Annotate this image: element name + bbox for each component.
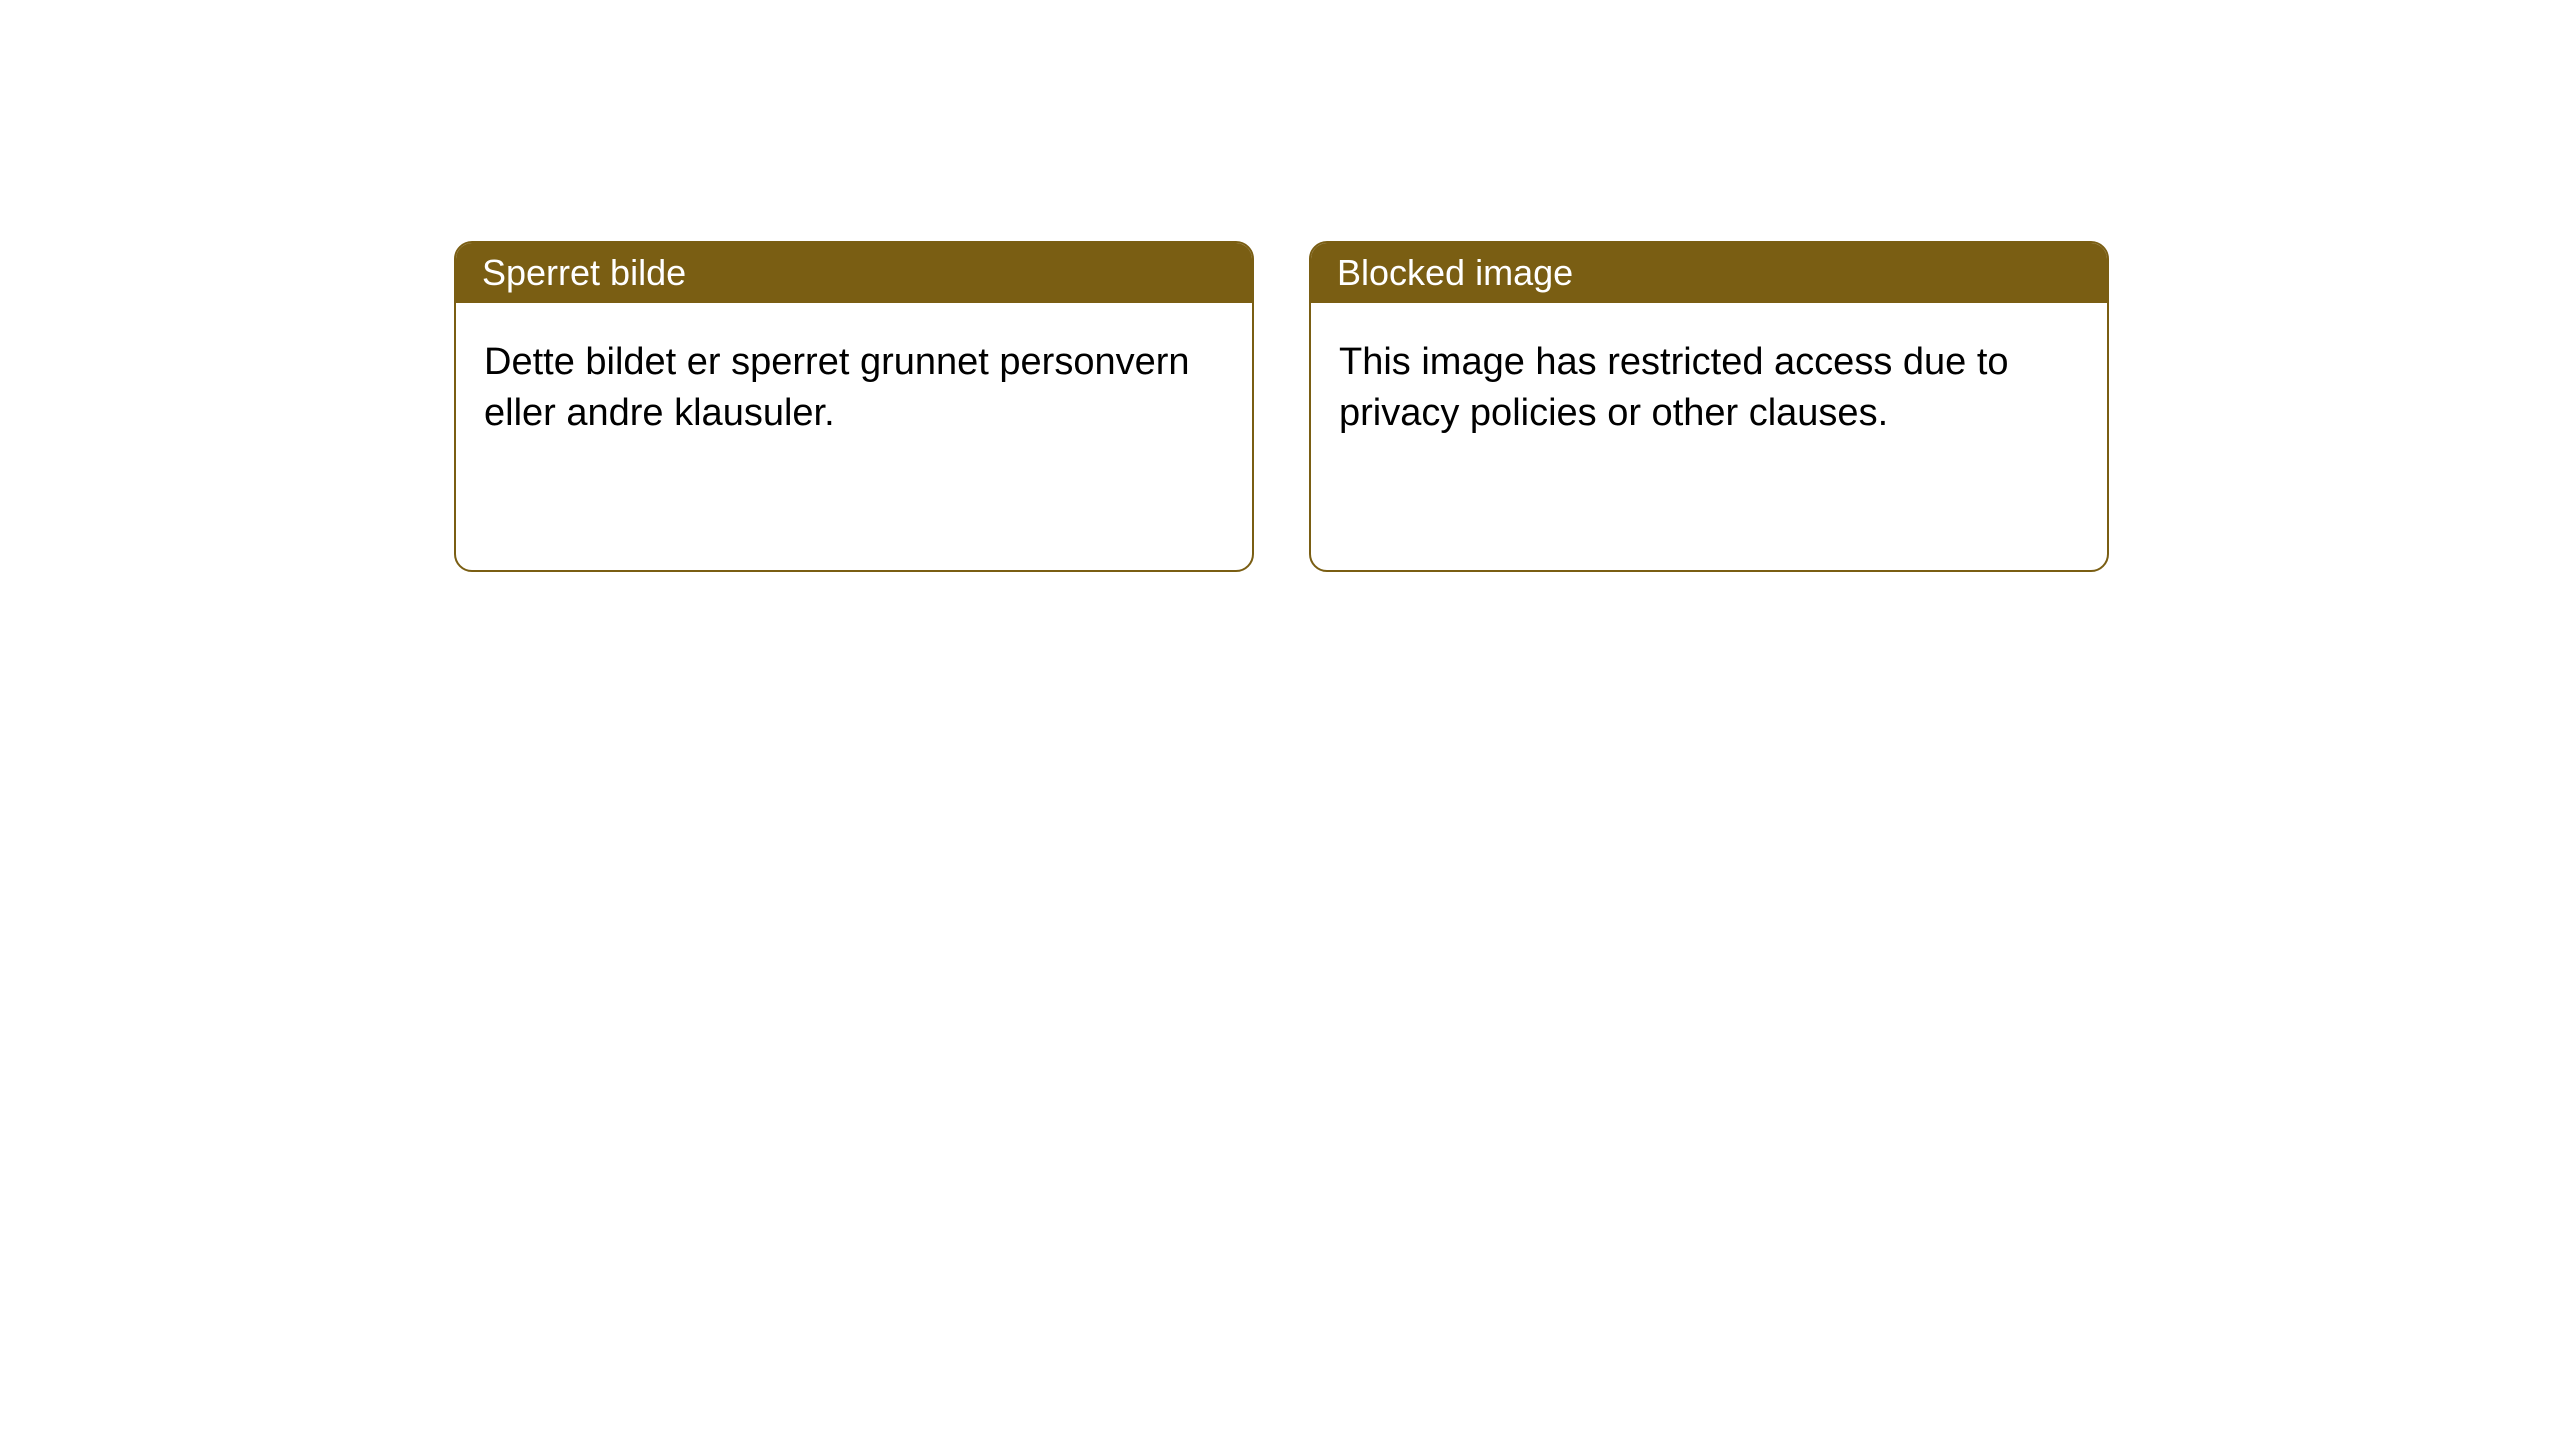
notice-body-text: Dette bildet er sperret grunnet personve… [484, 341, 1190, 434]
notice-header: Sperret bilde [456, 243, 1252, 303]
notice-body: Dette bildet er sperret grunnet personve… [456, 303, 1252, 474]
notice-title: Sperret bilde [482, 252, 686, 294]
notice-body-text: This image has restricted access due to … [1339, 341, 2009, 434]
notice-card-norwegian: Sperret bilde Dette bildet er sperret gr… [454, 241, 1254, 572]
notice-header: Blocked image [1311, 243, 2107, 303]
notice-card-english: Blocked image This image has restricted … [1309, 241, 2109, 572]
notice-title: Blocked image [1337, 252, 1573, 294]
notice-container: Sperret bilde Dette bildet er sperret gr… [0, 0, 2560, 572]
notice-body: This image has restricted access due to … [1311, 303, 2107, 474]
